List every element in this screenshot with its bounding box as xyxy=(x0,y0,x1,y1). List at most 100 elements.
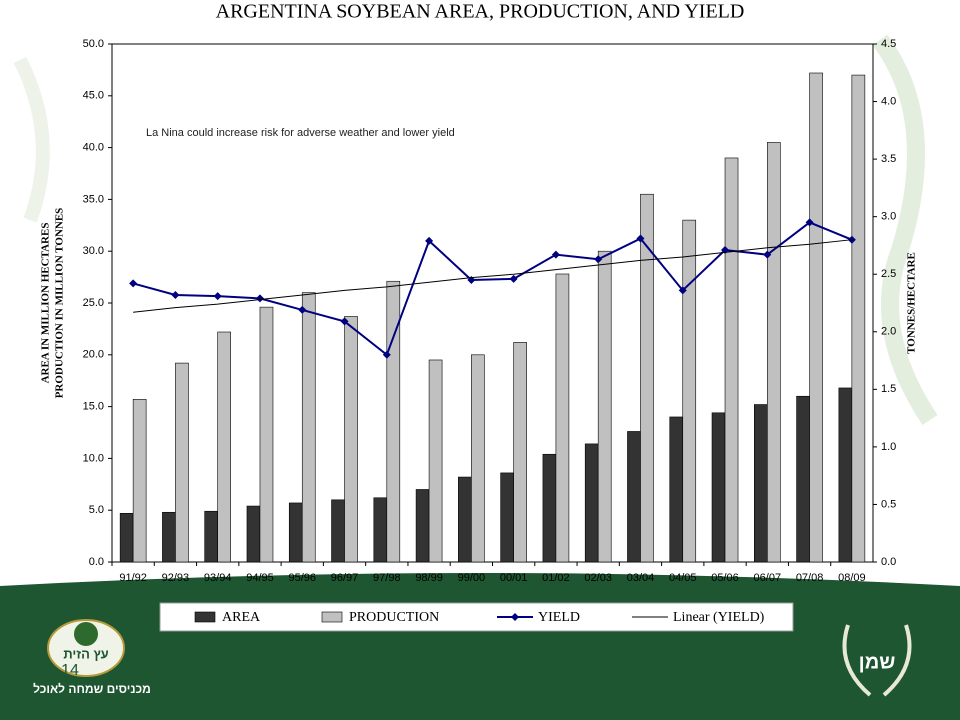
bar xyxy=(754,404,768,563)
decoration xyxy=(872,34,938,425)
marker xyxy=(678,286,687,295)
bar xyxy=(246,505,261,563)
legend-label: Linear (YIELD) xyxy=(673,610,765,625)
annotation: La Nina could increase risk for adverse … xyxy=(146,127,455,139)
y2-tick-label: 4.5 xyxy=(881,38,896,50)
legend-swatch xyxy=(511,613,519,621)
bar xyxy=(796,395,810,563)
y-tick-label: 30.0 xyxy=(83,245,104,257)
legend-label: YIELD xyxy=(538,610,580,625)
bar xyxy=(669,416,684,563)
logo-left-tagline: מכניסים שמחה לאוכל xyxy=(33,682,151,696)
legend xyxy=(159,602,794,632)
x-tick-label: 08/09 xyxy=(838,572,866,584)
line xyxy=(133,239,852,313)
bar xyxy=(217,331,231,563)
x-tick-label: 93/94 xyxy=(204,572,232,584)
y-tick-label: 10.0 xyxy=(83,452,104,464)
legend-swatch xyxy=(321,611,343,623)
y-axis-label: AREA IN MILLION HECTARES xyxy=(40,223,52,384)
x-tick-label: 99/00 xyxy=(458,572,486,584)
logo-right-name: שמן xyxy=(859,651,896,673)
marker xyxy=(763,250,772,259)
y2-tick-label: 1.0 xyxy=(881,441,896,453)
x-tick-label: 94/95 xyxy=(246,572,274,584)
bar xyxy=(204,510,218,563)
y2-tick-label: 3.5 xyxy=(881,153,896,165)
marker xyxy=(594,255,603,264)
y-tick-label: 20.0 xyxy=(83,349,104,361)
legend-label: AREA xyxy=(222,610,261,625)
bar xyxy=(627,431,641,563)
y2-tick-label: 2.0 xyxy=(881,326,896,338)
y-tick-label: 35.0 xyxy=(83,193,104,205)
logo-left xyxy=(47,619,125,677)
marker xyxy=(551,250,560,259)
decoration xyxy=(13,56,50,223)
x-tick-label: 97/98 xyxy=(373,572,401,584)
bar xyxy=(386,280,401,563)
y2-tick-label: 4.0 xyxy=(881,95,896,107)
bar xyxy=(119,513,134,563)
marker xyxy=(509,274,518,283)
x-tick-label: 05/06 xyxy=(711,572,739,584)
marker xyxy=(129,279,138,288)
bar xyxy=(851,74,866,563)
legend-label: PRODUCTION xyxy=(349,610,439,625)
bar xyxy=(724,157,739,563)
bar xyxy=(415,489,430,563)
marker xyxy=(425,236,434,245)
y-tick-label: 0.0 xyxy=(89,556,104,568)
x-tick-label: 00/01 xyxy=(500,572,528,584)
legend-swatch xyxy=(194,611,216,623)
x-tick-label: 04/05 xyxy=(669,572,697,584)
marker xyxy=(171,290,180,299)
bar xyxy=(471,354,485,563)
logo-tree xyxy=(74,622,98,646)
x-tick-label: 91/92 xyxy=(119,572,147,584)
x-tick-label: 96/97 xyxy=(331,572,359,584)
x-tick-label: 07/08 xyxy=(796,572,824,584)
marker xyxy=(382,350,391,359)
bar xyxy=(555,273,570,563)
x-tick-label: 95/96 xyxy=(288,572,316,584)
y-tick-label: 50.0 xyxy=(83,38,104,50)
logo-wreath xyxy=(842,624,912,697)
footer-band xyxy=(0,573,960,720)
bar xyxy=(132,399,147,563)
bar xyxy=(344,316,358,563)
marker xyxy=(636,234,645,243)
bar xyxy=(458,476,472,563)
bar xyxy=(640,193,654,563)
page-number: 14 xyxy=(61,662,79,679)
bar xyxy=(428,359,443,563)
y2-tick-label: 3.0 xyxy=(881,211,896,223)
bar xyxy=(809,72,823,563)
x-tick-label: 02/03 xyxy=(584,572,612,584)
bar xyxy=(542,453,557,563)
bar xyxy=(767,142,781,563)
y-tick-label: 15.0 xyxy=(83,401,104,413)
bar xyxy=(711,412,726,563)
bar xyxy=(584,443,599,563)
bar xyxy=(597,250,612,563)
y2-tick-label: 1.5 xyxy=(881,383,896,395)
x-tick-label: 03/04 xyxy=(627,572,655,584)
bar xyxy=(513,342,527,563)
bar xyxy=(162,511,176,563)
bar xyxy=(288,502,303,563)
line xyxy=(132,221,853,357)
y-tick-label: 45.0 xyxy=(83,90,104,102)
bar xyxy=(331,499,345,563)
x-tick-label: 01/02 xyxy=(542,572,570,584)
y-tick-label: 25.0 xyxy=(83,297,104,309)
y-axis-label: PRODUCTION IN MILLION TONNES xyxy=(54,208,66,399)
x-tick-label: 98/99 xyxy=(415,572,443,584)
marker xyxy=(340,317,349,326)
logo-left-name: עץ הזית xyxy=(63,646,108,661)
x-tick-label: 06/07 xyxy=(754,572,782,584)
bar xyxy=(500,472,514,563)
bar xyxy=(838,387,853,563)
